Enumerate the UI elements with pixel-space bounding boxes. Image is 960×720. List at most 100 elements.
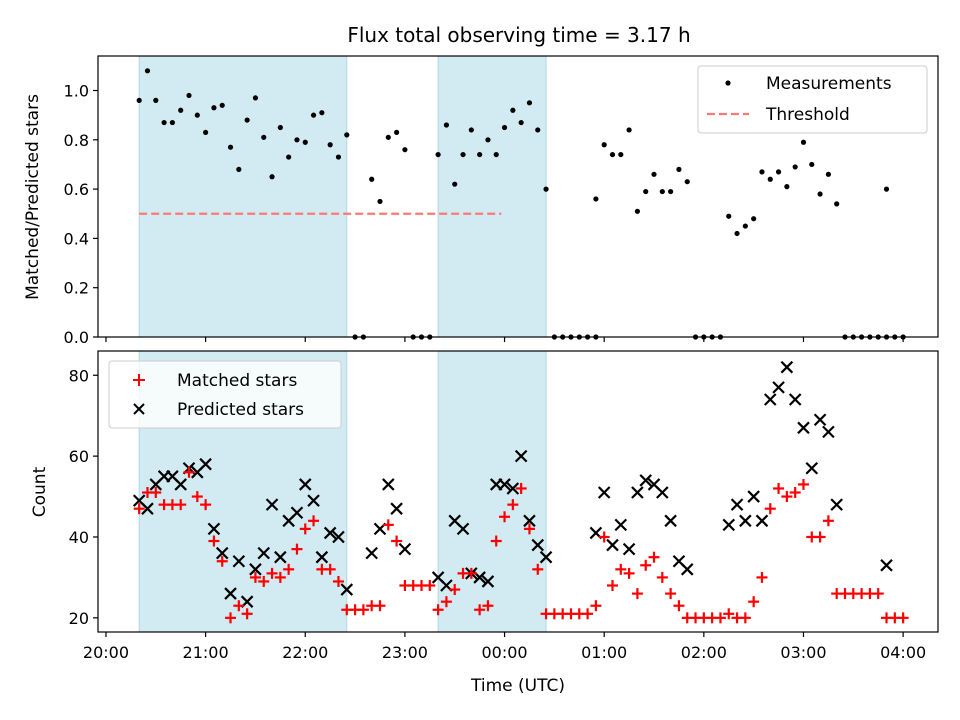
measurement-point [277,124,283,131]
matched-point [308,515,320,527]
measurement-point [460,151,466,158]
measurement-point [518,119,524,126]
predicted-point [265,498,279,511]
matched-point [789,487,801,499]
x-tick-label: 21:00 [183,643,229,662]
y-tick-label: 0.8 [64,131,89,150]
measurement-point [178,107,184,113]
ratio-plot-frame [97,55,939,338]
measurement-point [809,161,815,168]
matched-point [872,588,884,600]
predicted-point [788,393,802,406]
matched-point [150,487,162,499]
predicted-point [797,421,810,435]
measurement-point [377,198,383,205]
predicted-point [747,490,760,503]
matched-point [216,555,228,567]
y-tick-label: 40 [69,528,89,547]
matched-point [648,551,660,563]
matched-point [532,563,544,575]
predicted-point [215,546,229,560]
matched-point [449,584,461,596]
matched-point [756,571,768,583]
matched-point [606,580,618,592]
matched-point [424,580,436,592]
measurement-point [153,97,159,103]
measurement-point [344,132,350,138]
matched-point [656,571,668,583]
matched-point [631,588,643,600]
matched-point [897,612,909,624]
measurement-point [435,151,441,158]
count-points [132,360,909,624]
y-tick-label: 0.2 [64,279,89,298]
predicted-point [722,518,736,532]
y-tick-label: 60 [69,447,89,466]
matched-point [590,600,602,612]
predicted-point [141,502,154,515]
legend-matched-label: Matched stars [177,371,297,391]
matched-point [357,604,369,616]
matched-point [274,571,286,583]
matched-point [797,478,809,490]
predicted-point [523,514,536,528]
y-tick-label: 0.0 [64,328,89,347]
predicted-point [622,542,636,556]
measurement-point [734,230,740,237]
measurement-point [526,100,533,106]
measurement-point [236,166,242,172]
matched-point [714,612,726,624]
measurement-point [161,119,167,126]
measurement-point [759,169,765,175]
measurement-point [767,176,773,182]
ratio-shading [138,55,547,338]
matched-point [822,515,834,527]
measurement-point [800,139,807,145]
measurement-point [834,201,840,207]
matched-point [183,466,195,478]
legend-threshold-label: Threshold [765,105,850,125]
matched-point [582,608,594,620]
shaded-interval-0 [138,55,348,338]
matched-point [324,563,336,575]
predicted-point [398,542,412,556]
matched-point [440,596,452,608]
matched-point [241,608,253,620]
matched-point [598,531,610,543]
predicted-point [656,486,669,499]
measurement-point [883,186,890,192]
matched-point [814,531,826,543]
matched-point [665,588,677,600]
predicted-point [506,482,520,495]
measurement-point [319,110,325,116]
measurement-point [335,154,342,160]
legend-predicted-marker [133,403,145,415]
legend-predicted-label: Predicted stars [177,400,304,420]
x-tick-label: 00:00 [481,643,527,662]
measurement-point [136,97,142,103]
measurement-point [468,127,474,133]
measurement-point [269,174,275,180]
matched-point [499,511,511,523]
predicted-point [174,478,187,491]
ratio-y-label: Matched/Predicted stars [23,94,43,300]
predicted-point [772,381,785,394]
measurement-point [402,147,408,153]
measurement-point [817,191,823,197]
measurement-point [493,151,499,158]
figure-title: Flux total observing time = 3.17 h [347,23,690,47]
x-tick-label: 02:00 [681,643,727,662]
measurement-point [609,151,616,158]
measurement-point [452,181,458,187]
measurement-point [252,95,259,101]
measurement-point [194,112,200,118]
matched-point [258,575,270,587]
measurement-point [485,137,491,143]
measurement-point [302,139,308,145]
legend-measurements-marker [725,80,731,86]
count-plot-frame [97,350,939,633]
measurement-point [477,151,483,158]
matched-point [332,575,344,587]
predicted-point [382,478,395,491]
